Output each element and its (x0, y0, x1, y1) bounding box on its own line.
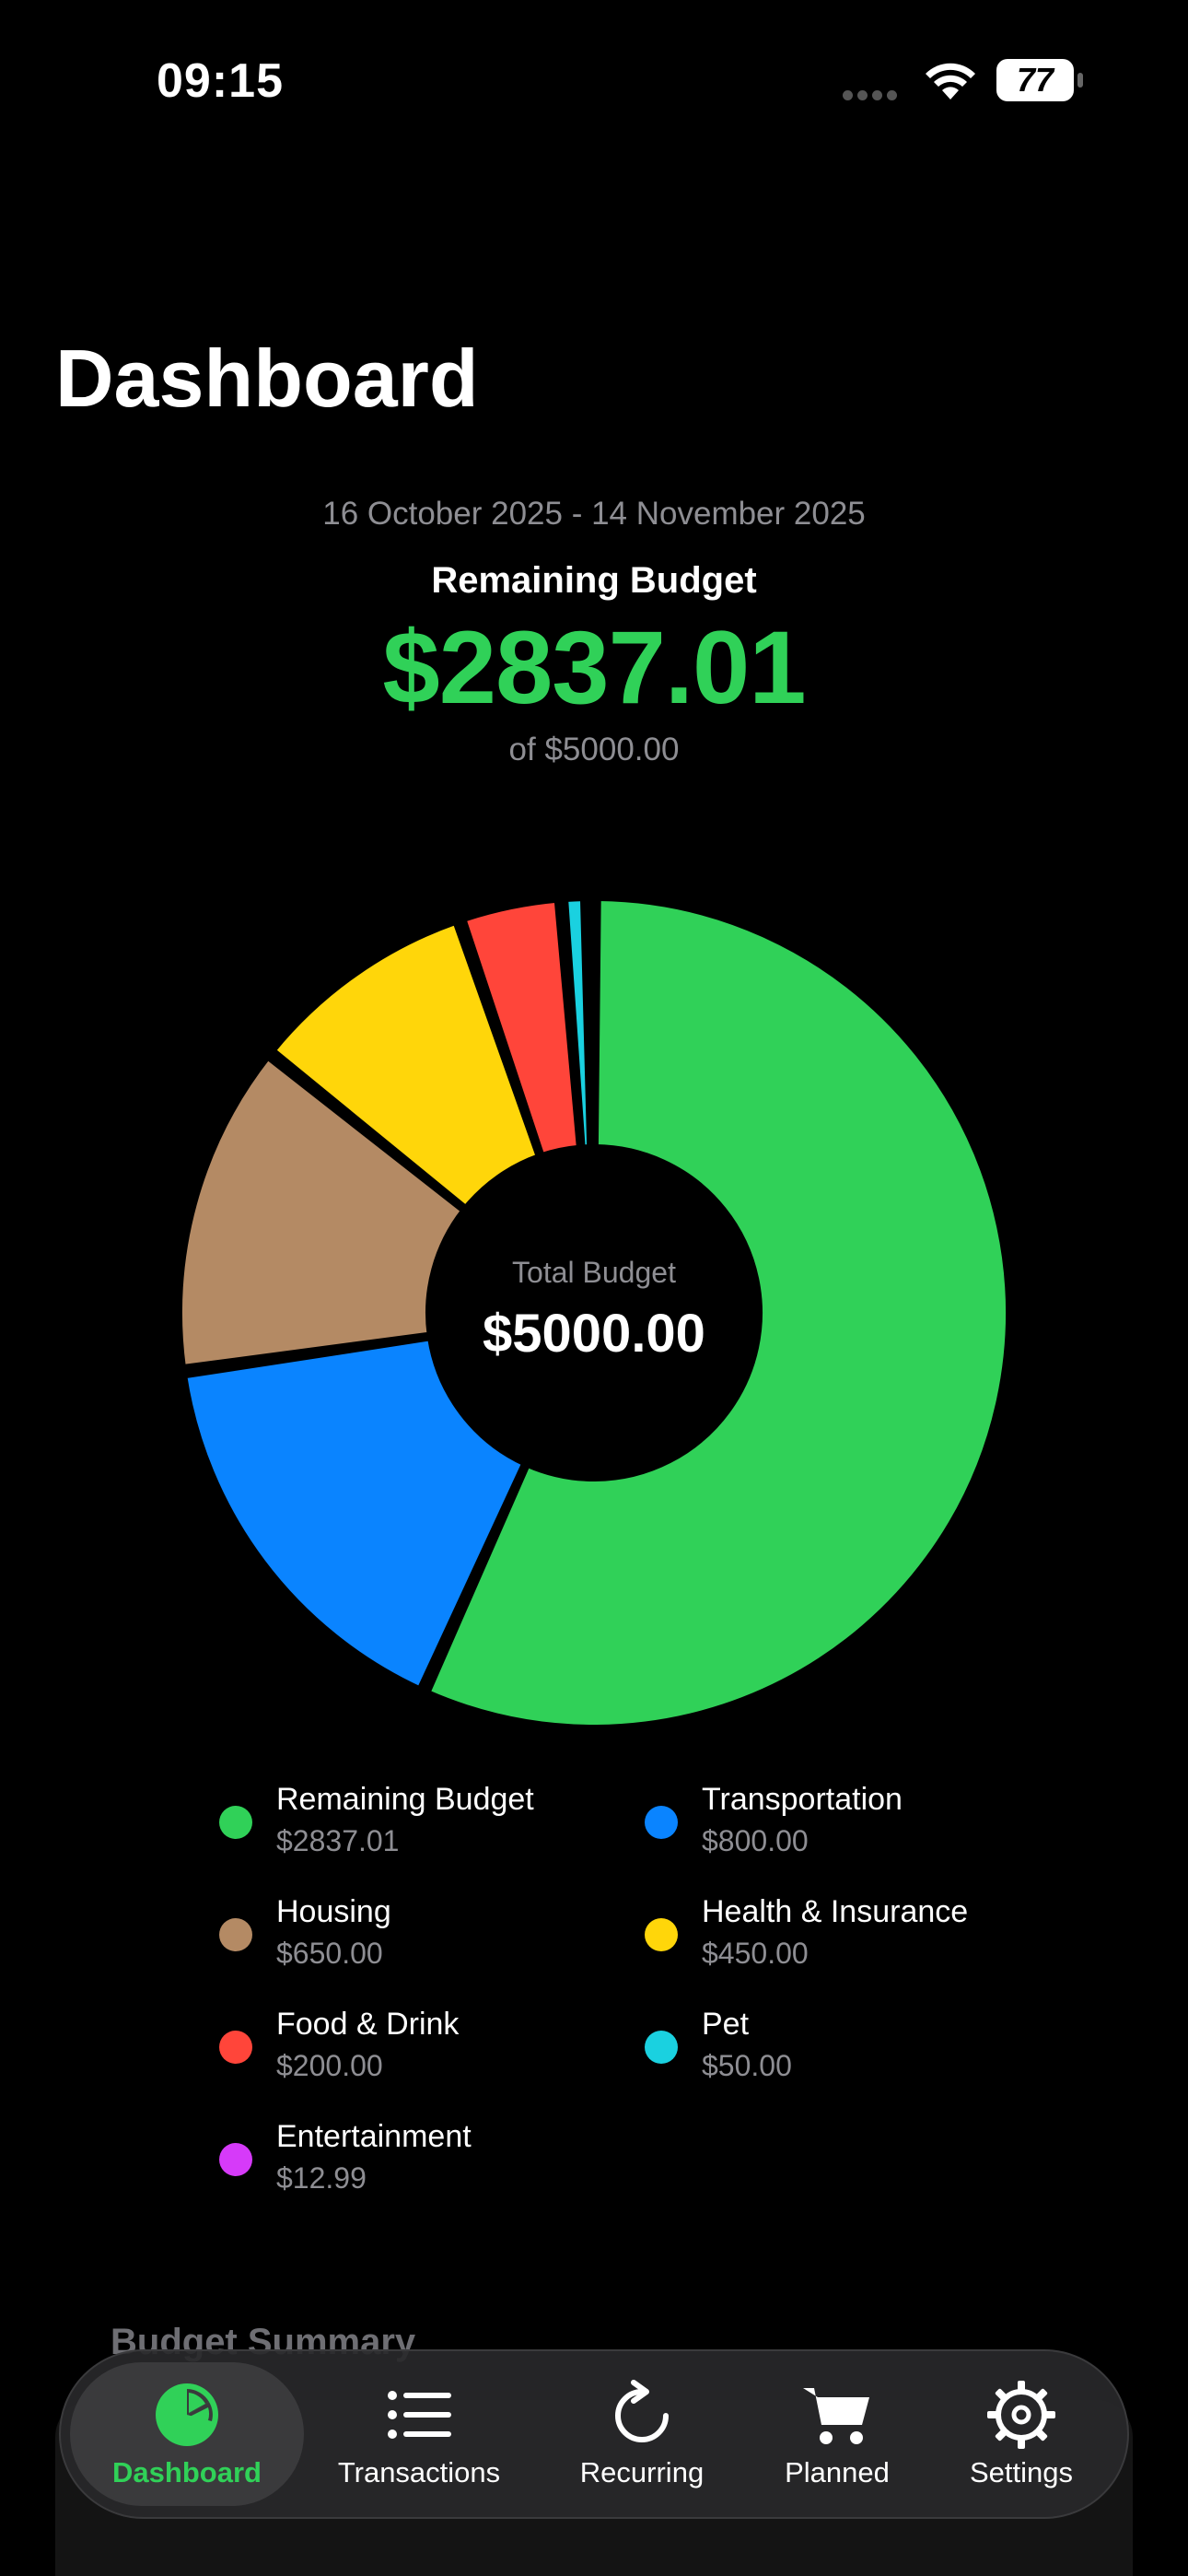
date-range: 16 October 2025 - 14 November 2025 (322, 496, 866, 532)
tab-transactions[interactable]: Transactions (304, 2351, 534, 2517)
legend-name: Remaining Budget (276, 1782, 534, 1817)
legend-item: Pet $50.00 (645, 2001, 1050, 2093)
tab-label: Planned (785, 2456, 890, 2488)
refresh-icon (615, 2380, 669, 2442)
legend-item: Health & Insurance $450.00 (645, 1889, 1050, 1981)
budget-donut-chart (177, 896, 1011, 1730)
tab-label: Settings (969, 2456, 1073, 2488)
cellular-signal-icon (843, 88, 907, 100)
legend-item: Housing $650.00 (219, 1889, 624, 1981)
cart-icon (803, 2388, 869, 2444)
legend-swatch (645, 2031, 678, 2064)
tab-settings[interactable]: Settings (925, 2351, 1118, 2517)
legend-name: Food & Drink (276, 2007, 460, 2042)
battery-icon: 77 (996, 59, 1083, 101)
legend-name: Housing (276, 1894, 391, 1929)
status-bar: 09:15 77 (0, 0, 1188, 157)
legend-item: Remaining Budget $2837.01 (219, 1776, 624, 1868)
legend-swatch (645, 1918, 678, 1951)
legend-value: $800.00 (702, 1824, 809, 1857)
tab-bar: Dashboard Transactions Recurring Pl (59, 2349, 1129, 2519)
legend-value: $50.00 (702, 2049, 792, 2082)
remaining-budget-label: Remaining Budget (431, 560, 757, 601)
remaining-budget-amount: $2837.01 (382, 610, 806, 725)
legend-name: Entertainment (276, 2119, 472, 2154)
legend-name: Pet (702, 2007, 750, 2042)
donut-center-label: Total Budget (512, 1256, 676, 1289)
gear-icon (987, 2381, 1055, 2449)
legend-swatch (645, 1806, 678, 1839)
page-title: Dashboard (55, 333, 479, 424)
donut-slice-health-insurance (270, 919, 542, 1212)
donut-slice-food-drink (460, 896, 582, 1159)
battery-level: 77 (1016, 61, 1054, 99)
legend-name: Transportation (702, 1782, 903, 1817)
legend-value: $650.00 (276, 1937, 383, 1970)
donut-slice-transportation (181, 1335, 528, 1692)
legend-swatch (219, 1806, 252, 1839)
legend-item: Entertainment $12.99 (219, 2113, 624, 2206)
legend-name: Health & Insurance (702, 1894, 969, 1929)
legend-value: $12.99 (276, 2161, 367, 2195)
donut-center-value: $5000.00 (483, 1304, 705, 1364)
legend-value: $450.00 (702, 1937, 809, 1970)
status-time: 09:15 (157, 54, 284, 108)
tab-planned[interactable]: Planned (750, 2351, 925, 2517)
wifi-icon (926, 63, 975, 100)
legend-value: $200.00 (276, 2049, 383, 2082)
legend-swatch (219, 2031, 252, 2064)
tab-label: Dashboard (112, 2456, 262, 2488)
pie-chart-icon (156, 2383, 218, 2446)
donut-slice-remaining-budget (425, 896, 1011, 1730)
donut-slice-housing (177, 1054, 467, 1371)
legend-item: Transportation $800.00 (645, 1776, 1050, 1868)
legend-item: Food & Drink $200.00 (219, 2001, 624, 2093)
legend-swatch (219, 1918, 252, 1951)
donut-slice-pet (563, 896, 593, 1151)
legend-swatch (219, 2143, 252, 2176)
tab-label: Transactions (337, 2456, 501, 2488)
tab-label: Recurring (579, 2456, 705, 2488)
total-budget-caption: of $5000.00 (508, 732, 680, 767)
tab-recurring[interactable]: Recurring (534, 2351, 750, 2517)
list-icon (388, 2391, 451, 2439)
legend-value: $2837.01 (276, 1824, 400, 1857)
tab-dashboard[interactable]: Dashboard (70, 2351, 304, 2517)
